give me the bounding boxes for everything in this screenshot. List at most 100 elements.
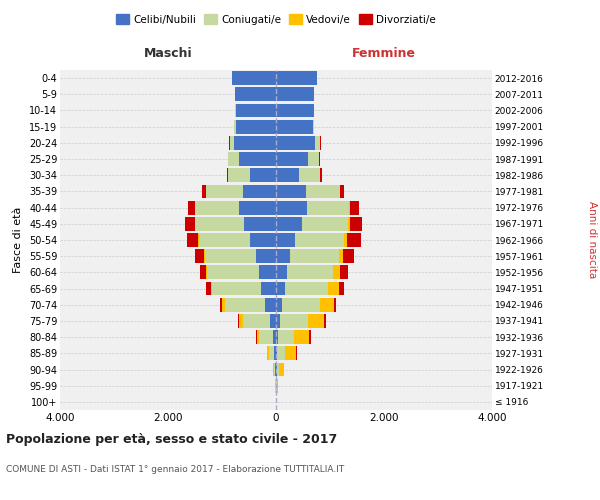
Bar [287, 266, 333, 280]
Bar [295, 330, 310, 344]
Bar [202, 184, 206, 198]
Bar [274, 362, 275, 376]
Bar [224, 298, 265, 312]
Text: Popolazione per età, sesso e stato civile - 2017: Popolazione per età, sesso e stato civil… [6, 432, 337, 446]
Bar [324, 314, 326, 328]
Bar [285, 346, 296, 360]
Bar [204, 250, 205, 263]
Bar [277, 379, 278, 392]
Bar [278, 330, 295, 344]
Bar [220, 298, 222, 312]
Bar [239, 152, 276, 166]
Bar [320, 168, 322, 182]
Bar [257, 330, 259, 344]
Bar [350, 217, 362, 230]
Bar [350, 200, 359, 214]
Bar [208, 266, 259, 280]
Bar [276, 71, 317, 85]
Bar [250, 168, 276, 182]
Bar [340, 184, 344, 198]
Bar [276, 120, 313, 134]
Bar [299, 168, 320, 182]
Bar [276, 346, 277, 360]
Bar [276, 88, 314, 101]
Bar [261, 282, 276, 296]
Bar [187, 233, 198, 247]
Bar [280, 314, 308, 328]
Bar [277, 362, 279, 376]
Bar [349, 200, 350, 214]
Bar [229, 152, 239, 166]
Bar [242, 184, 276, 198]
Bar [344, 233, 347, 247]
Bar [316, 136, 320, 149]
Bar [313, 120, 314, 134]
Bar [269, 314, 276, 328]
Bar [334, 298, 337, 312]
Bar [239, 314, 242, 328]
Bar [234, 136, 276, 149]
Bar [222, 298, 225, 312]
Bar [269, 346, 274, 360]
Bar [276, 233, 295, 247]
Bar [235, 120, 276, 134]
Bar [195, 250, 204, 263]
Bar [230, 136, 234, 149]
Bar [227, 168, 229, 182]
Bar [308, 314, 324, 328]
Bar [206, 282, 211, 296]
Bar [310, 330, 311, 344]
Bar [276, 200, 307, 214]
Bar [279, 362, 284, 376]
Legend: Celibi/Nubili, Coniugati/e, Vedovi/e, Divorziati/e: Celibi/Nubili, Coniugati/e, Vedovi/e, Di… [112, 10, 440, 29]
Bar [340, 266, 348, 280]
Bar [232, 71, 276, 85]
Bar [185, 217, 194, 230]
Bar [259, 330, 273, 344]
Bar [235, 88, 276, 101]
Y-axis label: Fasce di età: Fasce di età [13, 207, 23, 273]
Bar [276, 152, 308, 166]
Bar [343, 250, 354, 263]
Text: Maschi: Maschi [143, 48, 193, 60]
Bar [250, 233, 276, 247]
Bar [195, 217, 244, 230]
Text: Femmine: Femmine [352, 48, 416, 60]
Bar [244, 217, 276, 230]
Bar [268, 346, 269, 360]
Bar [205, 250, 256, 263]
Bar [277, 346, 285, 360]
Bar [276, 266, 287, 280]
Bar [211, 282, 212, 296]
Bar [338, 282, 344, 296]
Bar [235, 104, 276, 118]
Bar [290, 250, 338, 263]
Bar [276, 298, 283, 312]
Bar [274, 346, 276, 360]
Bar [308, 152, 319, 166]
Bar [265, 298, 276, 312]
Bar [276, 184, 306, 198]
Bar [338, 250, 343, 263]
Bar [284, 282, 328, 296]
Bar [229, 168, 250, 182]
Bar [242, 314, 269, 328]
Bar [283, 298, 320, 312]
Bar [238, 314, 239, 328]
Bar [307, 200, 349, 214]
Bar [276, 330, 278, 344]
Bar [320, 298, 334, 312]
Bar [276, 136, 316, 149]
Bar [256, 250, 276, 263]
Bar [276, 168, 299, 182]
Bar [206, 184, 242, 198]
Bar [206, 266, 208, 280]
Bar [199, 233, 250, 247]
Bar [333, 266, 340, 280]
Bar [349, 217, 350, 230]
Bar [302, 217, 349, 230]
Bar [195, 200, 239, 214]
Bar [276, 282, 284, 296]
Bar [273, 330, 276, 344]
Bar [239, 200, 276, 214]
